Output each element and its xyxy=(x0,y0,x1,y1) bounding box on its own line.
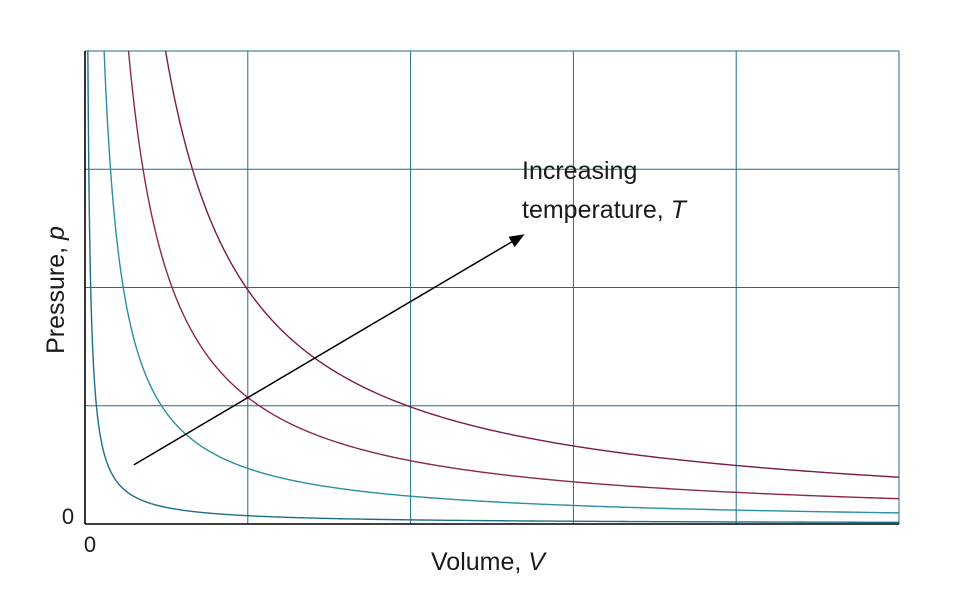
axes xyxy=(84,51,899,525)
x-axis-title-var: V xyxy=(528,548,547,576)
annotation-line2: temperature, T xyxy=(522,196,688,224)
x-axis-title-text: Volume, xyxy=(431,548,528,576)
y-axis-title-var: p xyxy=(42,226,70,241)
x-axis-title: Volume, V xyxy=(431,548,547,576)
annotation-line2-var: T xyxy=(671,196,688,224)
isotherm-curve-2 xyxy=(103,51,899,514)
y-axis-title: Pressure, p xyxy=(42,226,70,354)
y-tick-label-zero: 0 xyxy=(62,504,74,529)
annotation-line2-text: temperature, xyxy=(522,196,671,224)
isotherm-curves xyxy=(87,51,899,524)
grid xyxy=(85,50,900,524)
temperature-arrow-head xyxy=(508,234,525,248)
temperature-arrow-group xyxy=(133,234,525,466)
isotherm-curve-3 xyxy=(127,51,899,500)
y-axis-title-text: Pressure, xyxy=(42,240,70,354)
annotation-line1: Increasing xyxy=(522,157,637,185)
temperature-arrow-shaft xyxy=(133,241,513,466)
isotherm-curve-4 xyxy=(164,51,899,478)
isotherm-curve-1 xyxy=(87,51,899,524)
x-tick-label-zero: 0 xyxy=(84,532,96,557)
